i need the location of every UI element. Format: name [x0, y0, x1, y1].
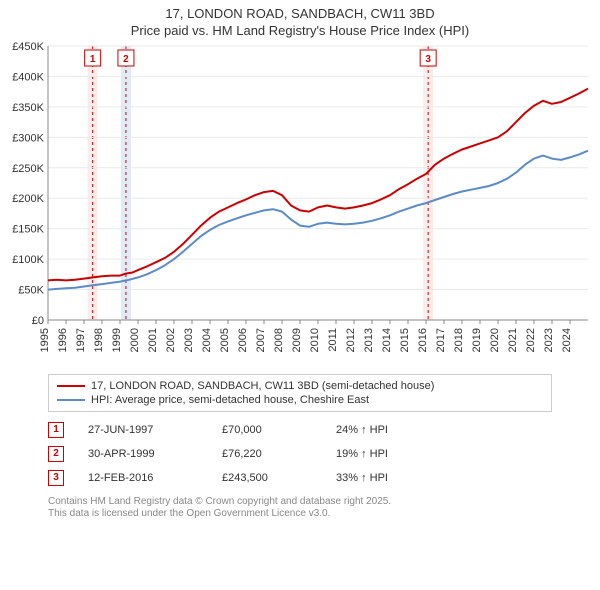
svg-text:2021: 2021 [507, 328, 519, 352]
svg-text:2013: 2013 [363, 328, 375, 352]
svg-text:2022: 2022 [525, 328, 537, 352]
svg-text:£450K: £450K [12, 41, 44, 53]
title-line-2: Price paid vs. HM Land Registry's House … [0, 23, 600, 40]
svg-text:2019: 2019 [471, 328, 483, 352]
svg-text:£350K: £350K [12, 102, 44, 114]
marker-row: 2 30-APR-1999 £76,220 19% ↑ HPI [48, 442, 552, 466]
svg-text:£200K: £200K [12, 193, 44, 205]
marker-table: 1 27-JUN-1997 £70,000 24% ↑ HPI 2 30-APR-1999… [48, 418, 552, 490]
svg-text:£250K: £250K [12, 163, 44, 175]
svg-text:3: 3 [425, 54, 431, 65]
svg-text:2011: 2011 [327, 328, 339, 352]
legend-swatch [57, 399, 85, 401]
svg-text:2004: 2004 [201, 328, 213, 352]
svg-text:2014: 2014 [381, 328, 393, 352]
svg-text:£100K: £100K [12, 254, 44, 266]
legend-label: HPI: Average price, semi-detached house,… [91, 394, 369, 406]
svg-text:2024: 2024 [561, 328, 573, 352]
marker-date: 12-FEB-2016 [88, 472, 198, 484]
svg-text:£400K: £400K [12, 71, 44, 83]
marker-delta: 24% ↑ HPI [336, 424, 436, 436]
svg-text:2003: 2003 [183, 328, 195, 352]
chart-title: 17, LONDON ROAD, SANDBACH, CW11 3BD Pric… [0, 0, 600, 40]
svg-text:2010: 2010 [309, 328, 321, 352]
svg-text:£50K: £50K [18, 284, 44, 296]
svg-text:1998: 1998 [93, 328, 105, 352]
svg-text:2017: 2017 [435, 328, 447, 352]
svg-text:2005: 2005 [219, 328, 231, 352]
title-line-1: 17, LONDON ROAD, SANDBACH, CW11 3BD [0, 6, 600, 23]
svg-text:1996: 1996 [57, 328, 69, 352]
marker-row: 3 12-FEB-2016 £243,500 33% ↑ HPI [48, 466, 552, 490]
marker-row: 1 27-JUN-1997 £70,000 24% ↑ HPI [48, 418, 552, 442]
svg-text:2012: 2012 [345, 328, 357, 352]
footer-line-1: Contains HM Land Registry data © Crown c… [48, 496, 552, 509]
svg-text:1995: 1995 [39, 328, 51, 352]
marker-price: £70,000 [222, 424, 312, 436]
svg-text:2000: 2000 [129, 328, 141, 352]
chart-area: £0 £50K £100K £150K £200K £250K £300K £350K £400… [0, 40, 600, 370]
marker-price: £243,500 [222, 472, 312, 484]
svg-text:2023: 2023 [543, 328, 555, 352]
svg-text:1: 1 [90, 54, 96, 65]
svg-text:1999: 1999 [111, 328, 123, 352]
svg-text:£0: £0 [32, 315, 44, 327]
footer-line-2: This data is licensed under the Open Gov… [48, 508, 552, 521]
marker-delta: 33% ↑ HPI [336, 472, 436, 484]
svg-text:2008: 2008 [273, 328, 285, 352]
marker-badge: 2 [48, 446, 64, 462]
svg-text:2002: 2002 [165, 328, 177, 352]
marker-date: 30-APR-1999 [88, 448, 198, 460]
svg-text:2016: 2016 [417, 328, 429, 352]
svg-text:1997: 1997 [75, 328, 87, 352]
marker-badge: 3 [48, 470, 64, 486]
legend-swatch [57, 385, 85, 387]
svg-text:2001: 2001 [147, 328, 159, 352]
svg-text:2020: 2020 [489, 328, 501, 352]
svg-text:£150K: £150K [12, 223, 44, 235]
legend-label: 17, LONDON ROAD, SANDBACH, CW11 3BD (sem… [91, 380, 434, 392]
marker-price: £76,220 [222, 448, 312, 460]
svg-text:2: 2 [123, 54, 129, 65]
svg-text:2009: 2009 [291, 328, 303, 352]
legend-item: HPI: Average price, semi-detached house,… [57, 393, 543, 407]
marker-delta: 19% ↑ HPI [336, 448, 436, 460]
footer-attribution: Contains HM Land Registry data © Crown c… [48, 496, 552, 521]
marker-date: 27-JUN-1997 [88, 424, 198, 436]
legend: 17, LONDON ROAD, SANDBACH, CW11 3BD (sem… [48, 374, 552, 412]
marker-badge: 1 [48, 422, 64, 438]
svg-text:£300K: £300K [12, 132, 44, 144]
svg-text:2006: 2006 [237, 328, 249, 352]
svg-text:2015: 2015 [399, 328, 411, 352]
line-chart-svg: £0 £50K £100K £150K £200K £250K £300K £350K £400… [0, 40, 600, 370]
svg-text:2007: 2007 [255, 328, 267, 352]
legend-item: 17, LONDON ROAD, SANDBACH, CW11 3BD (sem… [57, 379, 543, 393]
svg-text:2018: 2018 [453, 328, 465, 352]
